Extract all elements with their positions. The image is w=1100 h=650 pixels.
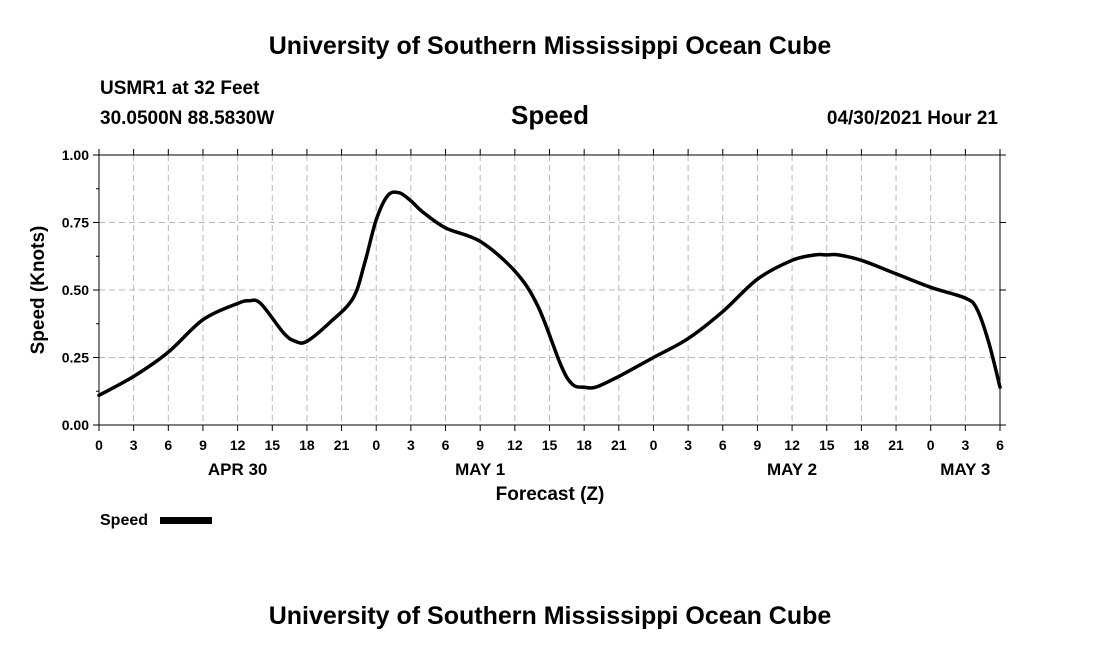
chart-title: University of Southern Mississippi Ocean… [269,32,832,60]
x-tick-label: 6 [996,437,1004,453]
x-tick-label: 9 [754,437,762,453]
x-tick-label: 3 [407,437,415,453]
x-tick-label: 18 [854,437,870,453]
x-tick-label: 0 [372,437,380,453]
y-tick-label: 0.00 [62,417,89,433]
x-tick-label: 9 [476,437,484,453]
x-tick-label: 3 [130,437,138,453]
date-labels: APR 30 MAY 1 MAY 2 MAY 3 [208,460,991,479]
date-label: APR 30 [208,460,268,479]
station-label: USMR1 at 32 Feet [100,78,260,99]
x-tick-label: 18 [576,437,592,453]
x-tick-label: 6 [164,437,172,453]
date-label: MAY 3 [940,460,990,479]
x-axis-title: Forecast (Z) [496,484,605,505]
series-layer [97,190,1002,398]
x-tick-label: 6 [719,437,727,453]
issued-time-label: 04/30/2021 Hour 21 [827,108,999,129]
x-tick-label: 12 [784,437,800,453]
x-tick-label: 15 [542,437,558,453]
x-tick-label: 21 [334,437,350,453]
x-tick-label: 15 [264,437,280,453]
date-label: MAY 2 [767,460,817,479]
legend-swatch [160,517,212,524]
y-tick-label: 0.50 [62,282,89,298]
x-tick-labels: 0 3 6 9 12 15 18 21 0 3 6 9 12 15 18 21 0 3 6 9 12 15 18 21 0 3 6 [95,437,1004,453]
x-tick-label: 18 [299,437,315,453]
axis-ticks [93,149,1006,431]
location-label: 30.0500N 88.5830W [100,108,274,129]
x-tick-label: 3 [961,437,969,453]
x-tick-label: 0 [650,437,658,453]
parameter-label: Speed [511,100,589,130]
y-axis-title: Speed (Knots) [28,226,49,355]
x-tick-label: 9 [199,437,207,453]
gridlines [99,155,1000,425]
date-label: MAY 1 [455,460,505,479]
y-tick-label: 1.00 [62,147,89,163]
y-tick-label: 0.75 [62,215,89,231]
x-tick-label: 12 [230,437,246,453]
y-tick-labels: 0.00 0.25 0.50 0.75 1.00 [62,147,89,433]
x-tick-label: 21 [888,437,904,453]
x-tick-label: 21 [611,437,627,453]
x-tick-label: 0 [927,437,935,453]
footer-title: University of Southern Mississippi Ocean… [269,602,832,630]
legend: Speed [100,512,212,529]
x-tick-label: 0 [95,437,103,453]
legend-label: Speed [100,512,148,529]
series-line-speed [97,190,1002,398]
x-tick-label: 3 [684,437,692,453]
x-tick-label: 15 [819,437,835,453]
y-tick-label: 0.25 [62,350,89,366]
x-tick-label: 6 [442,437,450,453]
x-tick-label: 12 [507,437,523,453]
